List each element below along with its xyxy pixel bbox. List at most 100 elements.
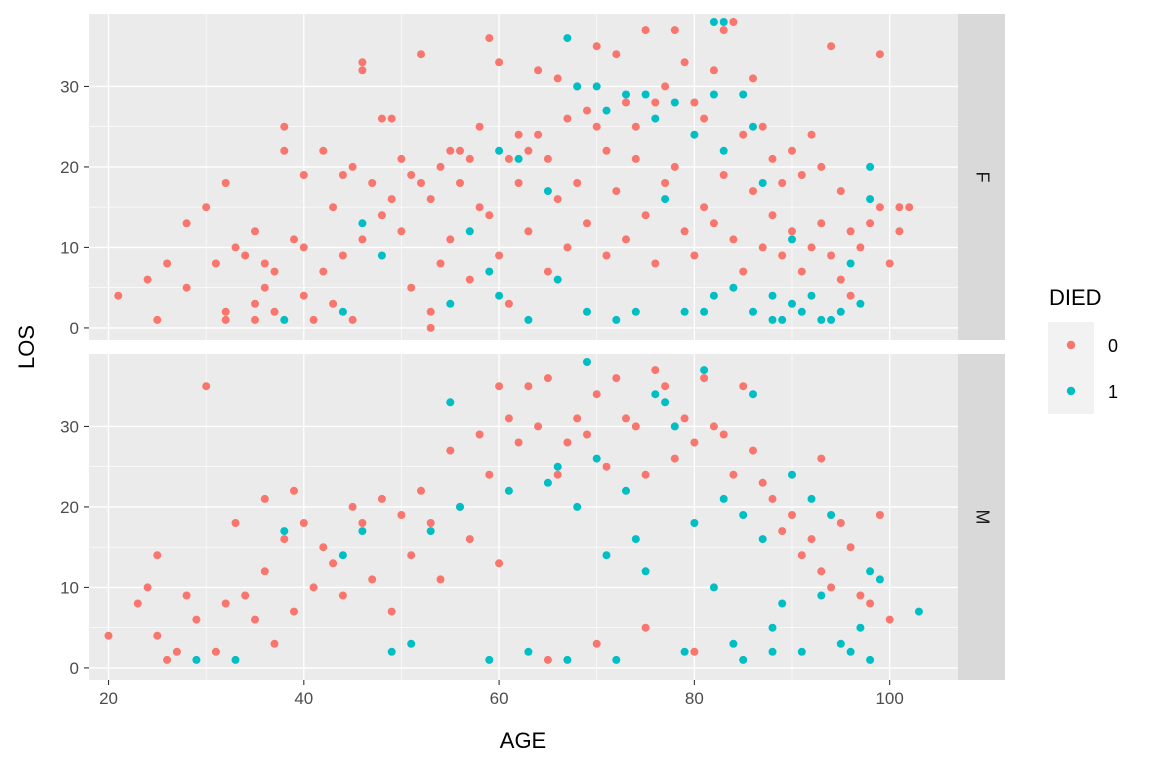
data-point-died-1 bbox=[631, 535, 640, 544]
data-point-died-1 bbox=[866, 655, 875, 664]
data-point-died-0 bbox=[280, 122, 289, 131]
data-point-died-0 bbox=[456, 146, 464, 155]
data-point-died-1 bbox=[719, 146, 728, 155]
data-point-died-0 bbox=[202, 382, 211, 391]
data-point-died-0 bbox=[397, 154, 406, 163]
data-point-died-1 bbox=[280, 527, 289, 536]
data-point-died-0 bbox=[358, 66, 367, 75]
data-point-died-0 bbox=[368, 575, 377, 584]
data-point-died-0 bbox=[387, 114, 396, 123]
strip-label-f: F bbox=[972, 172, 992, 183]
data-point-died-0 bbox=[251, 315, 259, 324]
legend-key-1 bbox=[1066, 386, 1076, 396]
x-tick-label: 60 bbox=[490, 689, 509, 708]
data-point-died-0 bbox=[524, 146, 533, 155]
data-point-died-0 bbox=[251, 615, 259, 624]
data-point-died-1 bbox=[358, 219, 367, 228]
data-point-died-0 bbox=[709, 422, 718, 431]
data-point-died-1 bbox=[622, 486, 630, 495]
data-point-died-0 bbox=[631, 422, 640, 431]
data-point-died-0 bbox=[739, 267, 748, 276]
data-point-died-0 bbox=[260, 259, 269, 268]
data-point-died-0 bbox=[426, 307, 435, 316]
data-point-died-1 bbox=[807, 494, 816, 503]
data-point-died-0 bbox=[661, 382, 670, 391]
data-point-died-1 bbox=[680, 647, 689, 656]
data-point-died-0 bbox=[329, 203, 338, 212]
data-point-died-0 bbox=[221, 315, 230, 324]
data-point-died-0 bbox=[495, 58, 504, 67]
data-point-died-0 bbox=[348, 162, 357, 171]
data-point-died-0 bbox=[348, 502, 357, 511]
data-point-died-0 bbox=[270, 307, 279, 316]
data-point-died-0 bbox=[700, 114, 709, 123]
data-point-died-1 bbox=[553, 462, 562, 471]
data-point-died-0 bbox=[260, 283, 269, 292]
data-point-died-1 bbox=[641, 567, 650, 576]
data-point-died-0 bbox=[641, 623, 650, 632]
data-point-died-0 bbox=[270, 639, 279, 648]
data-point-died-0 bbox=[358, 235, 367, 244]
panel-f-background bbox=[89, 14, 958, 340]
data-point-died-1 bbox=[709, 291, 718, 300]
data-point-died-0 bbox=[690, 251, 699, 260]
data-point-died-0 bbox=[426, 323, 435, 332]
panel-m-y-ticks: 0 10 20 30 bbox=[60, 417, 89, 678]
data-point-died-1 bbox=[709, 583, 718, 592]
data-point-died-0 bbox=[788, 146, 796, 155]
data-point-died-0 bbox=[163, 259, 172, 268]
data-point-died-0 bbox=[329, 299, 338, 308]
data-point-died-1 bbox=[358, 527, 367, 536]
data-point-died-0 bbox=[358, 58, 367, 67]
data-point-died-0 bbox=[758, 243, 767, 252]
data-point-died-1 bbox=[485, 655, 494, 664]
data-point-died-1 bbox=[866, 567, 875, 576]
data-point-died-0 bbox=[700, 203, 709, 212]
y-tick-label: 0 bbox=[70, 319, 79, 338]
data-point-died-0 bbox=[749, 187, 757, 196]
data-point-died-1 bbox=[612, 655, 621, 664]
data-point-died-1 bbox=[524, 315, 533, 324]
data-point-died-1 bbox=[768, 315, 777, 324]
data-point-died-0 bbox=[758, 122, 767, 131]
strip-m bbox=[958, 354, 1005, 680]
data-point-died-0 bbox=[153, 631, 162, 640]
data-point-died-1 bbox=[553, 275, 562, 284]
data-point-died-1 bbox=[866, 162, 875, 171]
data-point-died-0 bbox=[875, 511, 884, 519]
data-point-died-1 bbox=[583, 358, 591, 366]
data-point-died-1 bbox=[192, 655, 201, 664]
data-point-died-0 bbox=[543, 655, 552, 664]
data-point-died-0 bbox=[788, 511, 796, 519]
data-point-died-1 bbox=[875, 575, 884, 584]
data-point-died-0 bbox=[485, 470, 494, 479]
data-point-died-0 bbox=[631, 122, 640, 131]
data-point-died-1 bbox=[670, 422, 679, 431]
data-point-died-0 bbox=[641, 470, 650, 479]
data-point-died-0 bbox=[670, 454, 679, 463]
data-point-died-0 bbox=[807, 243, 816, 252]
data-point-died-0 bbox=[670, 162, 679, 171]
data-point-died-0 bbox=[251, 299, 259, 308]
data-point-died-0 bbox=[221, 307, 230, 316]
data-point-died-0 bbox=[172, 647, 181, 656]
data-point-died-1 bbox=[709, 90, 718, 99]
data-point-died-1 bbox=[827, 315, 836, 324]
data-point-died-0 bbox=[661, 179, 670, 187]
panel-f: F 0 10 20 30 bbox=[60, 14, 1005, 340]
data-point-died-0 bbox=[290, 235, 298, 244]
data-point-died-1 bbox=[485, 267, 494, 276]
data-point-died-0 bbox=[680, 58, 689, 67]
data-point-died-1 bbox=[543, 187, 552, 196]
data-point-died-0 bbox=[221, 599, 230, 608]
data-point-died-0 bbox=[299, 243, 308, 252]
data-point-died-0 bbox=[729, 18, 738, 26]
data-point-died-1 bbox=[719, 18, 728, 26]
data-point-died-1 bbox=[387, 647, 396, 656]
data-point-died-0 bbox=[504, 154, 513, 163]
data-point-died-0 bbox=[475, 122, 484, 131]
data-point-died-0 bbox=[417, 179, 425, 187]
strip-label-m: M bbox=[972, 510, 992, 525]
data-point-died-0 bbox=[280, 146, 289, 155]
data-point-died-1 bbox=[602, 551, 611, 560]
